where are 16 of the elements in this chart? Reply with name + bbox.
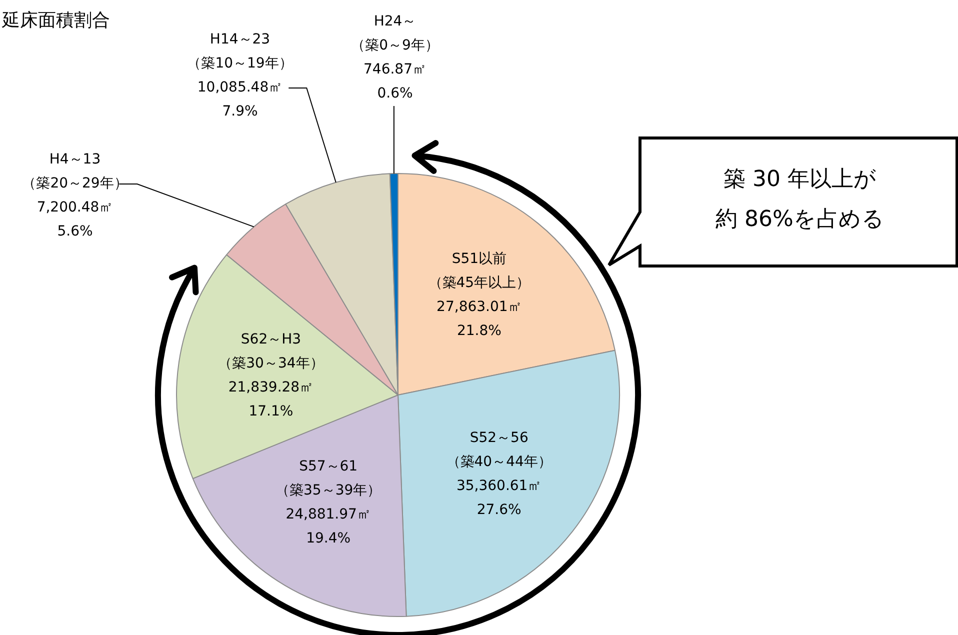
slice-label: H4～13（築20～29年） <box>22 152 128 192</box>
data-label: 10,085.48㎡7.9% <box>197 80 283 120</box>
chart-title: 延床面積割合 <box>2 9 110 32</box>
data-label: 21,839.28㎡17.1% <box>228 380 314 420</box>
slice-label: S51以前（築45年以上） <box>428 251 530 292</box>
slice-label: S57～61（築35～39年） <box>276 458 382 499</box>
text: 築 30 年以上が約 86%を占める <box>714 166 886 234</box>
slice-label: H14～23（築10～19年） <box>187 32 293 72</box>
slice-label: S62～H3（築30～34年） <box>218 332 324 372</box>
slice-label: H24～（築0～9年） <box>351 14 439 54</box>
slice-label: S52～56（築40～44年） <box>446 430 552 470</box>
data-label: 7,200.48㎡5.6% <box>36 200 114 240</box>
data-label: 24,881.97㎡19.4% <box>286 506 371 547</box>
data-label: 746.87㎡0.6% <box>364 62 426 102</box>
data-label: 27,863.01㎡21.8% <box>436 299 522 340</box>
data-label: 35,360.61㎡27.6% <box>456 478 542 518</box>
